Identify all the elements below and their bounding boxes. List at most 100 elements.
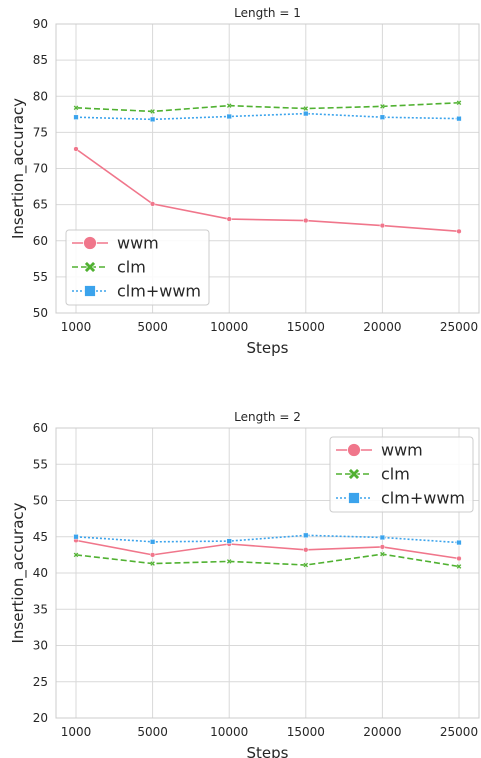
series-wwm: [73, 146, 462, 235]
data-point: [303, 532, 309, 538]
legend-label: wwm: [117, 234, 159, 253]
data-point: [73, 534, 79, 540]
data-point: [149, 116, 156, 123]
legend-label: clm: [117, 258, 146, 277]
y-tick-label: 35: [33, 602, 48, 616]
data-point: [379, 551, 386, 557]
y-tick-label: 90: [33, 17, 48, 31]
data-point: [73, 114, 79, 120]
y-tick-label: 70: [33, 162, 48, 176]
y-tick-label: 50: [33, 306, 48, 320]
data-point: [379, 103, 386, 109]
plot-frame: [55, 427, 480, 719]
data-point: [303, 217, 309, 224]
legend-item: wwm: [72, 234, 159, 253]
data-point: [149, 201, 156, 207]
data-point: [379, 222, 386, 229]
x-tick-label: 25000: [440, 725, 478, 739]
chart-title: Length = 2: [234, 410, 301, 424]
x-tick-label: 20000: [363, 320, 401, 334]
data-point: [226, 113, 232, 120]
data-point: [379, 544, 386, 550]
data-point: [226, 216, 232, 222]
data-point: [149, 108, 156, 115]
y-tick-label: 45: [33, 530, 48, 544]
data-point: [303, 562, 309, 568]
data-point: [456, 563, 462, 570]
series-line: [75, 539, 460, 560]
x-tick-label: 10000: [210, 320, 248, 334]
series-line: [75, 148, 460, 233]
legend-marker: [348, 492, 360, 504]
y-tick-label: 75: [33, 125, 48, 139]
series-line: [75, 101, 460, 113]
data-point: [456, 100, 462, 106]
chart-title: Length = 1: [234, 6, 301, 20]
legend-item: clm+wwm: [72, 282, 201, 301]
data-point: [226, 103, 232, 109]
legend-marker: [347, 443, 361, 457]
data-point: [149, 552, 156, 558]
legend-box: [65, 229, 210, 306]
legend-label: clm: [381, 465, 410, 484]
x-tick-label: 15000: [287, 725, 325, 739]
y-axis-label: Insertion_accuracy: [9, 98, 28, 239]
legend-marker: [348, 468, 360, 480]
legend-marker: [84, 261, 96, 273]
y-axis-label: Insertion_accuracy: [9, 502, 28, 643]
legend: wwm clm clm+wwm: [329, 436, 474, 513]
chart-panel: 20 25 30 35 40 45 50 55 60 1000 5000 10000 15000 2000…: [9, 410, 480, 758]
series-line: [75, 553, 460, 568]
y-tick-label: 60: [33, 421, 48, 435]
y-tick-label: 80: [33, 89, 48, 103]
data-point: [303, 105, 309, 112]
y-tick-label: 40: [33, 566, 48, 580]
legend-item: clm: [72, 258, 146, 277]
legend-item: clm: [336, 465, 410, 484]
legend-item: wwm: [336, 441, 423, 460]
legend-label: clm+wwm: [381, 489, 465, 508]
data-point: [456, 539, 462, 546]
data-point: [303, 547, 309, 553]
y-tick-label: 65: [33, 198, 48, 212]
x-tick-label: 15000: [287, 320, 325, 334]
y-tick-label: 85: [33, 53, 48, 67]
y-tick-label: 25: [33, 675, 48, 689]
data-point: [303, 110, 309, 117]
y-tick-label: 55: [33, 270, 48, 284]
data-point: [226, 558, 232, 565]
x-axis-label: Steps: [247, 744, 289, 758]
legend-label: wwm: [381, 441, 423, 460]
x-tick-label: 20000: [363, 725, 401, 739]
data-point: [149, 560, 156, 567]
x-tick-label: 5000: [137, 725, 168, 739]
data-point: [73, 146, 79, 152]
data-point: [73, 552, 79, 558]
legend-label: clm+wwm: [117, 282, 201, 301]
data-point: [456, 115, 462, 122]
data-point: [226, 538, 232, 544]
legend-box: [329, 436, 474, 513]
legend-marker: [84, 285, 96, 297]
chart-panel: 50 55 60 65 70 75 80 85 90 1000 5000 10000 15000 2000…: [9, 6, 480, 357]
data-point: [379, 114, 386, 120]
data-point: [456, 228, 462, 235]
x-tick-label: 1000: [61, 320, 92, 334]
data-point: [73, 105, 79, 111]
data-point: [456, 555, 462, 562]
x-tick-label: 5000: [137, 320, 168, 334]
series-clm-wwm: [73, 110, 462, 123]
series-clm: [73, 100, 462, 115]
data-point: [149, 539, 156, 545]
x-axis-label: Steps: [247, 339, 289, 357]
x-tick-label: 1000: [61, 725, 92, 739]
y-tick-label: 30: [33, 639, 48, 653]
legend: wwm clm clm+wwm: [65, 229, 210, 306]
legend-item: clm+wwm: [336, 489, 465, 508]
y-tick-label: 20: [33, 711, 48, 725]
data-point: [379, 534, 386, 541]
x-tick-label: 25000: [440, 320, 478, 334]
legend-marker: [83, 236, 97, 250]
y-tick-label: 50: [33, 494, 48, 508]
